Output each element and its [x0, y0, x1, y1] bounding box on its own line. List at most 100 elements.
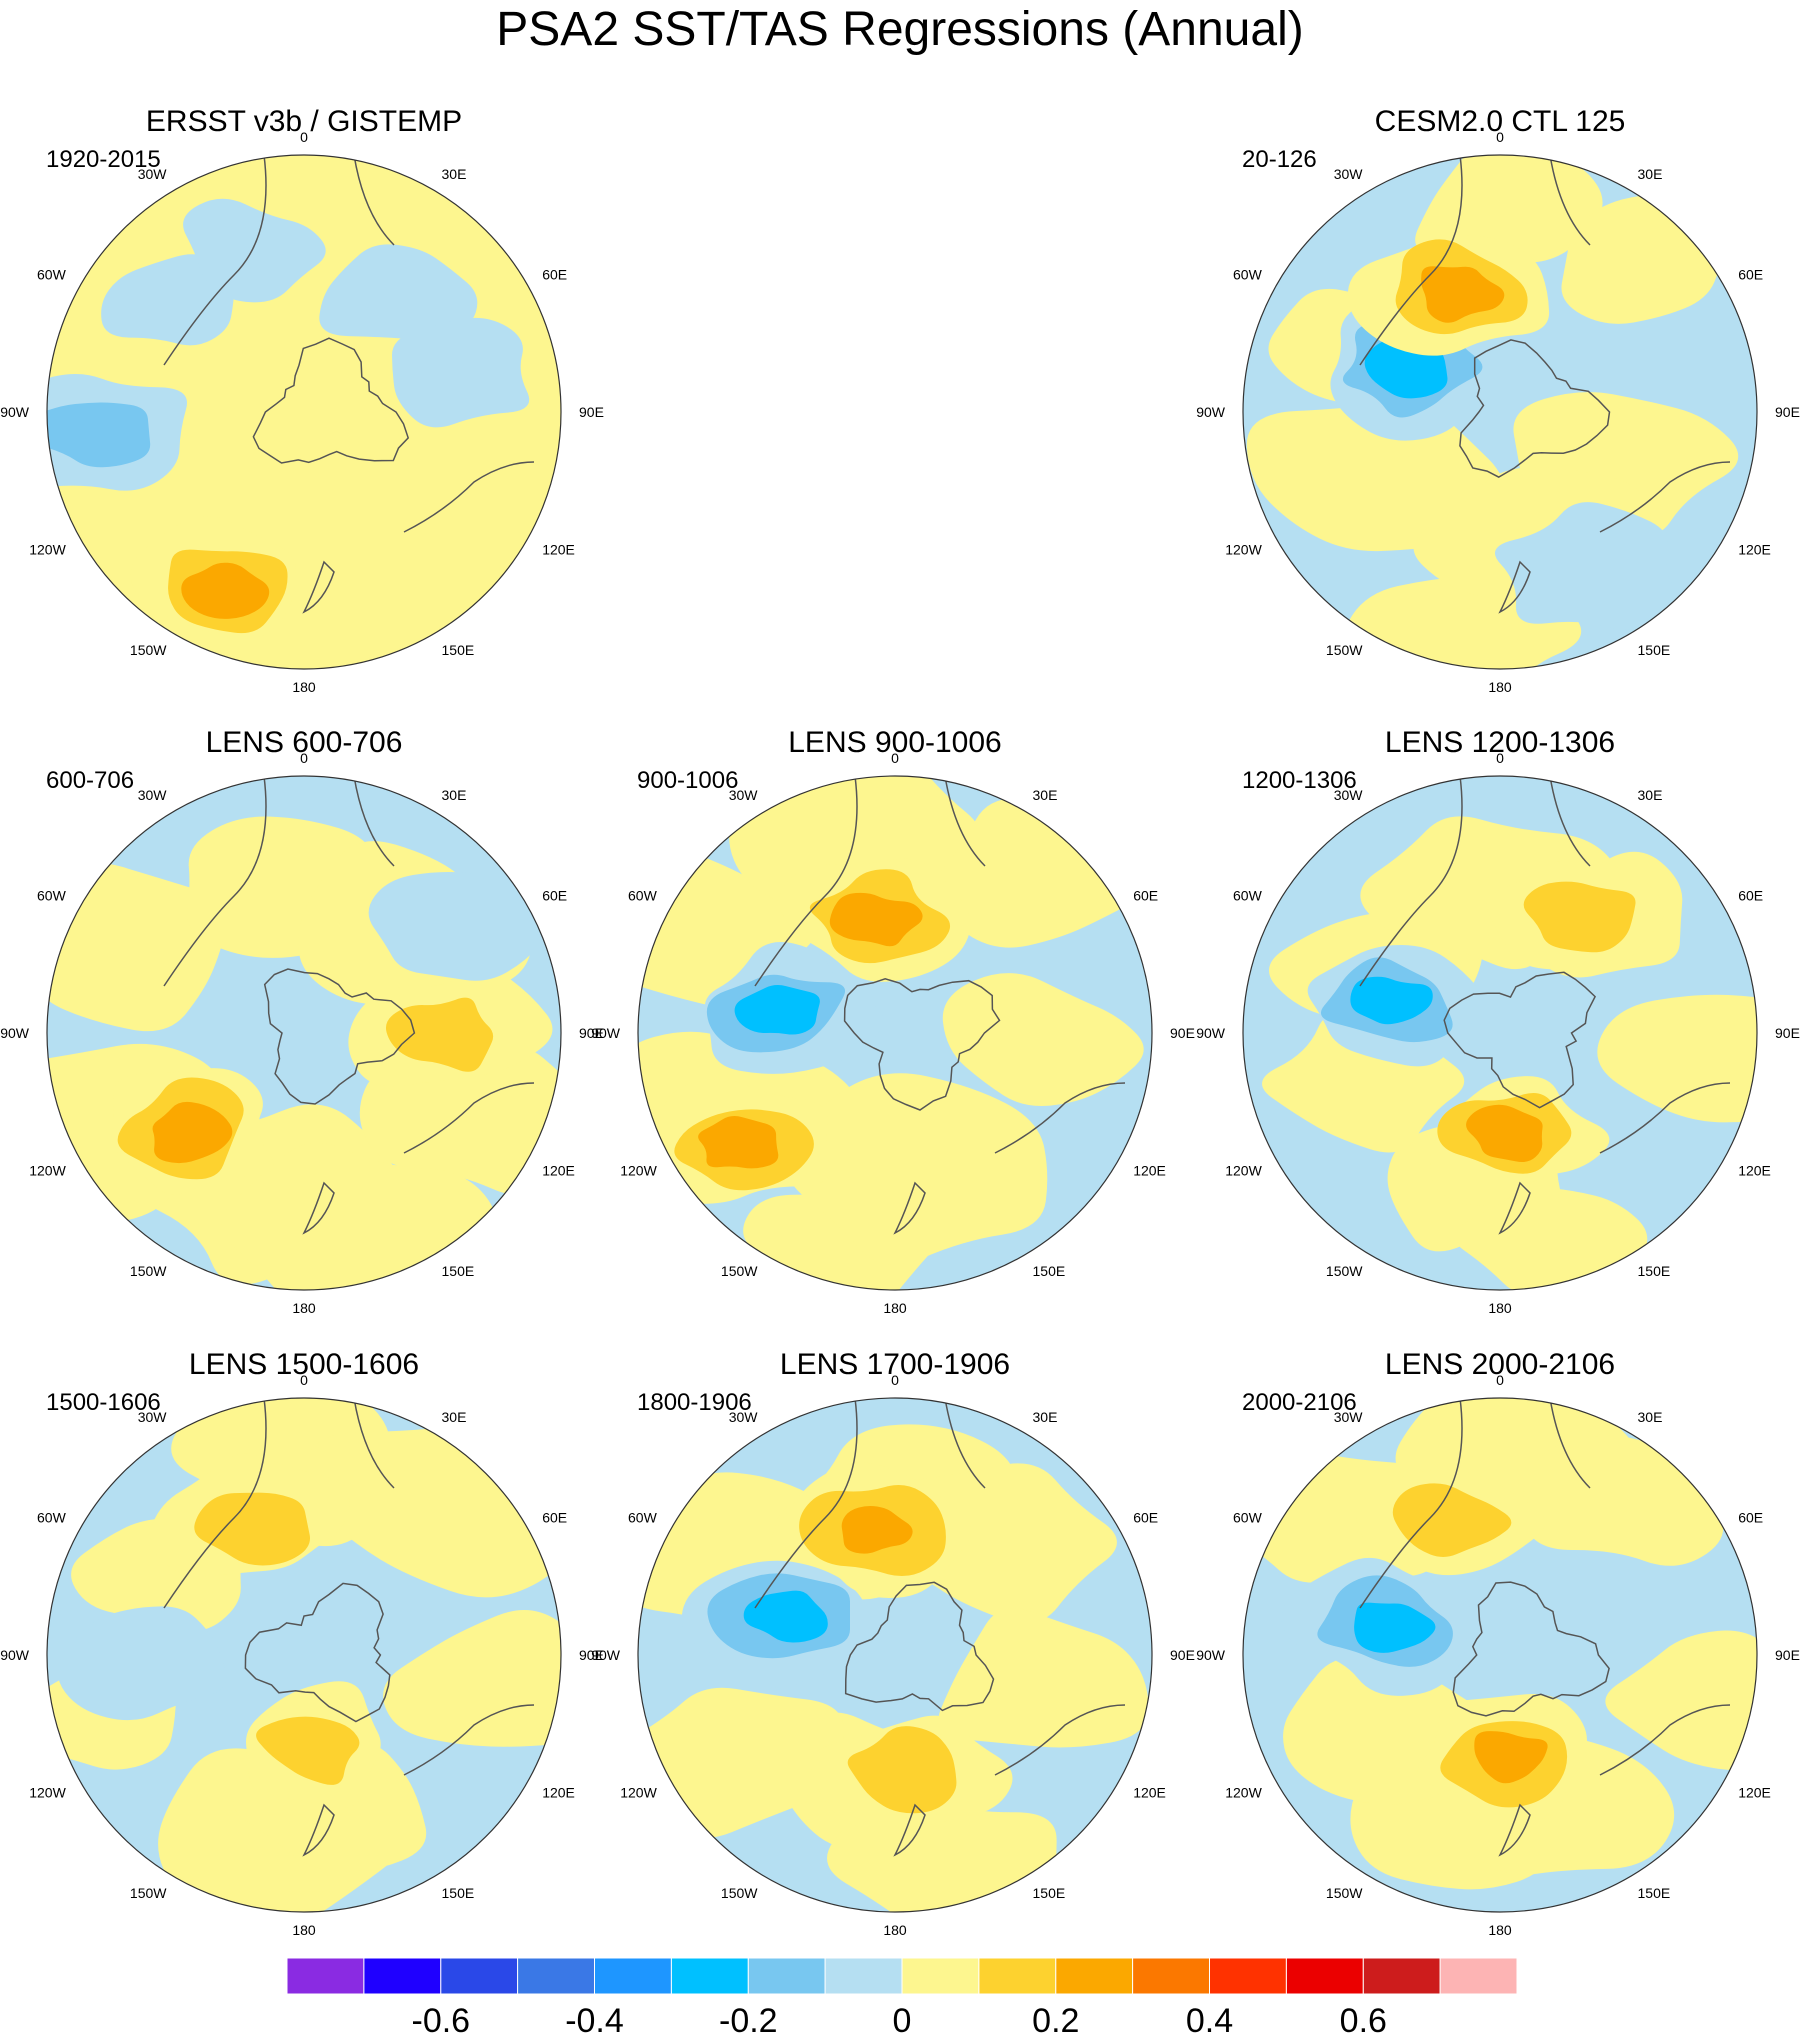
longitude-label: 150E: [1638, 1263, 1671, 1279]
regression-field: [1243, 1398, 1757, 1912]
longitude-label: 150E: [442, 1885, 475, 1901]
coastline-antarctica: [1452, 1581, 1610, 1717]
field-contour-positive: [938, 1608, 1149, 1748]
map-boundary: [1242, 1397, 1758, 1913]
map-boundary: [637, 775, 1153, 1291]
panel-title: LENS 2000-2106: [1385, 1348, 1615, 1381]
figure-title: PSA2 SST/TAS Regressions (Annual): [496, 3, 1304, 56]
panel-title: LENS 1700-1906: [780, 1348, 1010, 1381]
longitude-label: 120W: [620, 1785, 657, 1801]
longitude-label: 60W: [1233, 1510, 1263, 1526]
panel-period: 20-126: [1242, 146, 1317, 173]
coastline-australia: [1599, 1082, 1731, 1154]
coastline-new-zealand: [1498, 1181, 1531, 1235]
map-boundary: [46, 775, 562, 1291]
field-contour-positive: [1597, 994, 1757, 1123]
longitude-label: 90E: [1775, 404, 1800, 420]
map-boundary: [1242, 775, 1758, 1291]
longitude-label: 120E: [1133, 1163, 1166, 1179]
longitude-label: 90W: [1196, 1025, 1226, 1041]
map-panel: ERSST v3b / GISTEMP 1920-2015 0 30E 60E 90E 12…: [0, 105, 604, 695]
longitude-label: 150E: [1033, 1263, 1066, 1279]
longitude-label: 90E: [1170, 1647, 1195, 1663]
longitude-label: 180: [1488, 1922, 1512, 1938]
coastline-australia: [403, 461, 535, 533]
colorbar-swatch: [824, 1957, 903, 1995]
colorbar-swatch: [978, 1957, 1057, 1995]
longitude-label: 120E: [1738, 1785, 1771, 1801]
field-contour-positive: [194, 1492, 311, 1566]
colorbar-swatch: [670, 1957, 749, 1995]
longitude-label: 30E: [1638, 787, 1663, 803]
panel-title: LENS 1200-1306: [1385, 726, 1615, 759]
longitude-label: 0: [891, 750, 899, 766]
longitude-label: 30W: [138, 1409, 168, 1425]
colorbar-swatch: [1362, 1957, 1441, 1995]
coastline-new-zealand: [893, 1181, 926, 1235]
longitude-label: 120E: [1133, 1785, 1166, 1801]
field-contour-negative: [368, 871, 552, 981]
panel-title: LENS 600-706: [206, 726, 403, 759]
coastline-antarctica: [1443, 971, 1597, 1109]
colorbar-swatch: [440, 1957, 519, 1995]
longitude-label: 90E: [579, 404, 604, 420]
map-panel: LENS 1500-1606 1500-1606 0 30E 60E 90E 120E 150…: [0, 1348, 604, 1938]
panel-period: 1500-1606: [46, 1389, 161, 1416]
longitude-label: 60E: [1738, 1510, 1763, 1526]
longitude-label: 0: [891, 1372, 899, 1388]
coastline-new-zealand: [1498, 1803, 1531, 1857]
longitude-label: 60W: [37, 267, 67, 283]
coastline-antarctica: [843, 978, 1001, 1111]
coastline-australia: [403, 1704, 535, 1776]
longitude-label: 0: [1496, 1372, 1504, 1388]
coastline-south-america: [754, 776, 858, 987]
longitude-label: 150W: [721, 1263, 758, 1279]
colorbar-swatch: [1209, 1957, 1287, 1995]
longitude-label: 120W: [1225, 542, 1262, 558]
colorbar-tick-label: 0.6: [1340, 2002, 1387, 2040]
longitude-label: 30E: [1033, 1409, 1058, 1425]
field-contour-negative: [319, 244, 478, 339]
longitude-label: 150W: [1326, 642, 1363, 658]
longitude-label: 120W: [29, 1785, 66, 1801]
map-panel: LENS 900-1006 900-1006 0 30E 60E 90E 120E 150E 1…: [591, 726, 1195, 1316]
field-contour-positive: [256, 1716, 360, 1785]
colorbar-tick-label: 0.4: [1186, 2002, 1233, 2040]
panel-title: CESM2.0 CTL 125: [1375, 105, 1626, 138]
coastline-antarctica: [1459, 339, 1611, 478]
field-contour-negative: [1354, 1602, 1436, 1653]
longitude-label: 90E: [1170, 1025, 1195, 1041]
longitude-label: 60W: [628, 888, 658, 904]
longitude-label: 120E: [1738, 542, 1771, 558]
longitude-label: 30E: [1033, 787, 1058, 803]
longitude-label: 30W: [1334, 1409, 1364, 1425]
coastline-australia: [403, 1082, 535, 1154]
field-contour-positive: [1466, 1104, 1543, 1163]
regression-field: [638, 776, 1152, 1290]
field-contour-negative: [734, 985, 820, 1035]
panel-period: 1200-1306: [1242, 767, 1357, 794]
coastline-south-america: [754, 1398, 858, 1609]
map-boundary: [637, 1397, 1153, 1913]
longitude-label: 60E: [1133, 888, 1158, 904]
regression-field: [47, 155, 561, 669]
colorbar-swatch: [747, 1957, 826, 1995]
longitude-label: 60E: [542, 267, 567, 283]
longitude-label: 60W: [1233, 267, 1263, 283]
longitude-label: 120E: [542, 1785, 575, 1801]
longitude-label: 0: [1496, 129, 1504, 145]
coastline-africa: [944, 776, 986, 867]
colorbar-tick-label: -0.6: [412, 2002, 471, 2040]
coastline-antarctica: [252, 337, 410, 464]
longitude-label: 0: [300, 750, 308, 766]
coastline-new-zealand: [302, 1803, 335, 1857]
colorbar-swatch: [286, 1957, 365, 1995]
longitude-label: 90W: [0, 404, 30, 420]
regression-field: [1243, 776, 1757, 1290]
panel-title: ERSST v3b / GISTEMP: [146, 105, 462, 138]
colorbar-tick-label: -0.4: [565, 2002, 624, 2040]
map-panel: LENS 1700-1906 1800-1906 0 30E 60E 90E 120E 150…: [591, 1348, 1195, 1938]
longitude-label: 150W: [1326, 1885, 1363, 1901]
longitude-label: 0: [300, 1372, 308, 1388]
coastline-antarctica: [244, 1582, 391, 1723]
